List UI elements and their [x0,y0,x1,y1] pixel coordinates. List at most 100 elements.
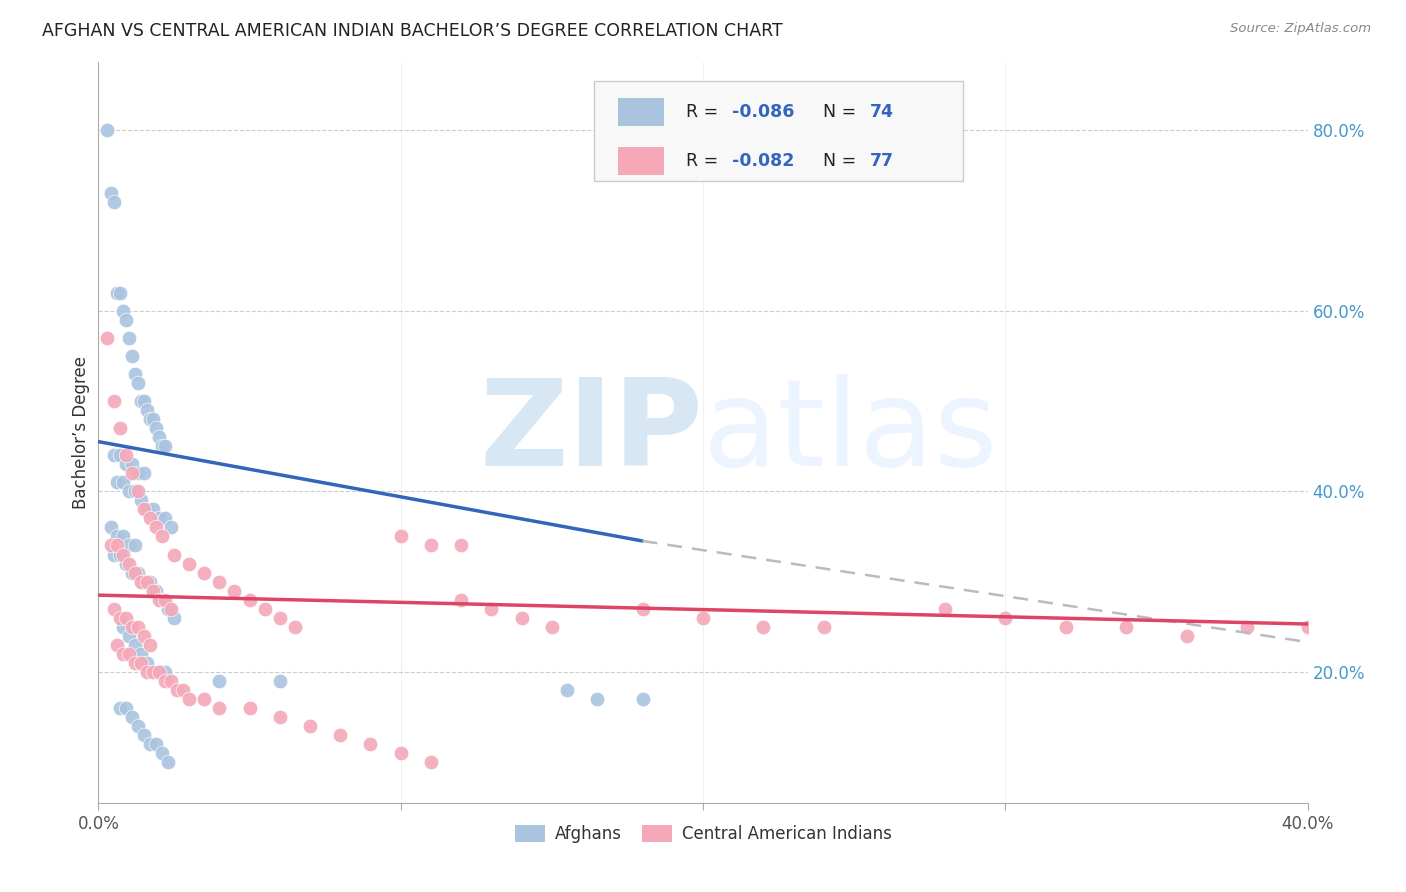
Point [253,601,276,615]
Point [150,592,173,607]
Legend: Afghans, Central American Indians: Afghans, Central American Indians [508,819,898,850]
Point [114,457,136,471]
Point [139,511,162,525]
Y-axis label: Bachelor’s Degree: Bachelor’s Degree [72,356,90,509]
Point [153,592,176,607]
Text: AFGHAN VS CENTRAL AMERICAN INDIAN BACHELOR’S DEGREE CORRELATION CHART: AFGHAN VS CENTRAL AMERICAN INDIAN BACHEL… [42,22,783,40]
Text: ZIP: ZIP [479,374,703,491]
Point [103,195,125,210]
Point [540,620,562,634]
Point [135,665,157,679]
Point [148,665,170,679]
Point [148,511,170,525]
Point [103,448,125,462]
Text: Source: ZipAtlas.com: Source: ZipAtlas.com [1230,22,1371,36]
Point [156,755,179,769]
Point [239,701,262,715]
Point [284,620,307,634]
Point [108,548,131,562]
Point [555,682,578,697]
Point [124,656,146,670]
Point [145,737,167,751]
Point [129,574,152,589]
Point [269,611,291,625]
Point [129,656,152,670]
Point [389,746,412,760]
Point [481,601,503,615]
Point [1175,629,1198,643]
Point [142,502,165,516]
Point [752,620,775,634]
Point [127,566,149,580]
Point [179,692,201,706]
Point [103,548,125,562]
Point [114,701,136,715]
Point [160,601,183,615]
Point [1115,620,1137,634]
Point [121,349,143,363]
Point [139,737,162,751]
Point [121,620,143,634]
Point [148,430,170,444]
Point [108,421,131,435]
Point [224,583,246,598]
Point [142,665,165,679]
Point [118,539,141,553]
Point [118,557,141,571]
Point [135,574,157,589]
Point [631,601,654,615]
Point [111,548,134,562]
Point [156,601,179,615]
Point [105,529,128,543]
Point [160,673,183,688]
Point [127,620,149,634]
Point [153,673,176,688]
Point [150,439,173,453]
Text: N =: N = [823,103,862,121]
Text: -0.082: -0.082 [733,152,794,169]
Point [420,755,443,769]
Point [139,638,162,652]
Point [389,529,412,543]
Point [108,611,131,625]
Point [145,520,167,534]
Point [160,520,183,534]
Point [111,620,134,634]
Point [124,539,146,553]
Point [1296,620,1319,634]
Point [329,728,352,742]
Point [108,285,131,300]
Point [135,502,157,516]
Point [239,592,262,607]
Point [153,511,176,525]
Point [208,574,231,589]
Text: atlas: atlas [703,374,998,491]
Text: N =: N = [823,152,862,169]
Point [135,403,157,417]
Point [586,692,609,706]
Point [193,566,215,580]
Point [142,583,165,598]
Point [124,638,146,652]
Point [127,719,149,733]
FancyBboxPatch shape [619,98,664,126]
Point [114,448,136,462]
Point [360,737,382,751]
Point [129,493,152,508]
Point [135,656,157,670]
Point [127,484,149,499]
Point [132,394,155,409]
Point [108,701,131,715]
Point [118,647,141,661]
Point [132,467,155,481]
Point [111,303,134,318]
Point [105,638,128,652]
Point [153,439,176,453]
Text: -0.086: -0.086 [733,103,794,121]
Point [96,123,118,137]
Point [105,539,128,553]
Point [142,412,165,426]
Point [145,583,167,598]
Point [934,601,956,615]
Point [129,394,152,409]
